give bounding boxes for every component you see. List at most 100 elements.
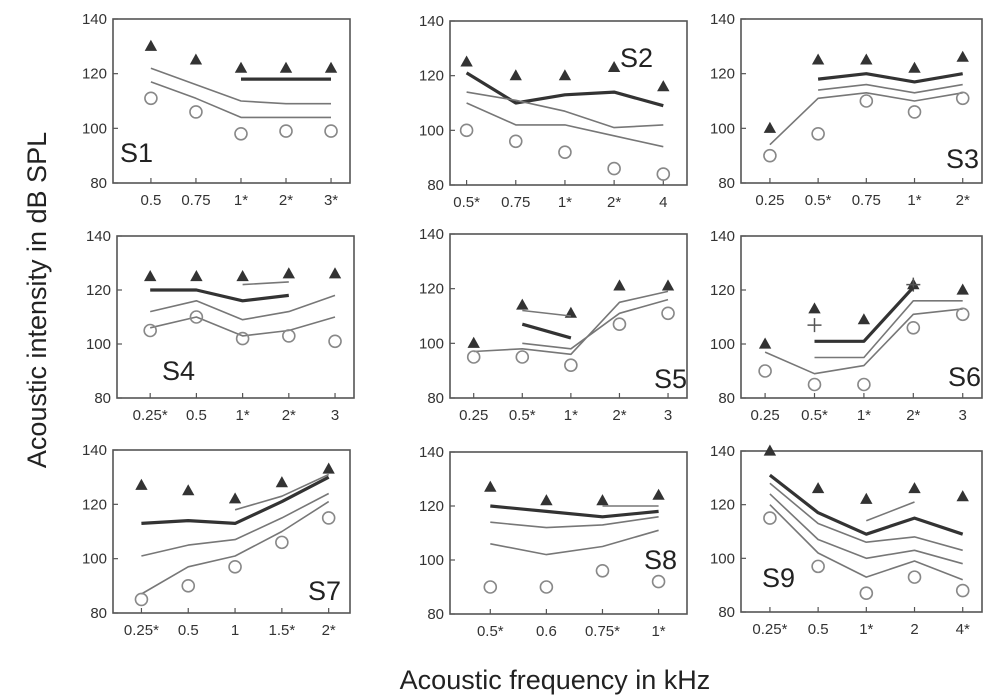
triangle-marker: [189, 53, 203, 65]
panel-label: S8: [644, 545, 677, 575]
y-tick-label: 120: [419, 281, 444, 298]
y-tick-label: 120: [419, 498, 444, 515]
plot-frame: [112, 449, 351, 614]
circle-marker: [811, 559, 825, 574]
y-tick-label: 80: [718, 175, 735, 192]
x-tick-label: 1*: [907, 192, 921, 209]
y-tick-label: 80: [718, 604, 735, 621]
x-tick-label: 1*: [859, 621, 873, 638]
thick-line-series: [817, 72, 963, 84]
triangle-marker: [484, 480, 497, 492]
x-tick-label: 0.5: [808, 621, 829, 638]
triangle-marker: [460, 55, 473, 67]
x-tick-label: 0.75*: [585, 623, 620, 640]
x-tick-label: 0.75: [501, 194, 530, 211]
plot-frame: [740, 450, 983, 613]
thick-line-series: [465, 71, 664, 108]
x-tick-label: 0.25: [459, 407, 488, 424]
triangle-marker: [661, 279, 675, 291]
triangle-marker: [144, 270, 157, 282]
plot-frame: [740, 18, 983, 184]
circle-marker: [758, 364, 772, 378]
x-tick-label: 0.5*: [801, 407, 828, 424]
y-axis-title: Acoustic intensity in dB SPL: [22, 132, 52, 468]
triangle-marker: [613, 279, 626, 291]
circle-marker: [134, 592, 149, 607]
x-tick-label: 3: [664, 407, 672, 424]
circle-marker: [466, 350, 481, 364]
panel-label: S6: [948, 362, 981, 392]
x-tick-label: 0.75: [852, 192, 881, 209]
thin-line-series: [490, 516, 659, 529]
y-tick-label: 80: [427, 390, 444, 407]
circle-marker: [234, 127, 248, 141]
y-tick-label: 120: [710, 497, 735, 514]
thick-line-series: [521, 322, 572, 340]
y-tick-label: 80: [718, 390, 735, 407]
circle-marker: [955, 91, 970, 106]
panel-label: S9: [762, 563, 795, 593]
circle-marker: [144, 91, 158, 106]
circle-marker: [763, 511, 777, 525]
triangle-marker: [763, 444, 777, 456]
triangle-marker: [763, 121, 777, 133]
triangle-marker: [956, 283, 969, 295]
thick-line-series: [490, 504, 659, 519]
y-tick-label: 140: [419, 226, 444, 243]
circle-marker: [321, 511, 336, 525]
panel-s8: 80 100 120 140 0.5* 0.6 0.75* 1* S8: [419, 444, 688, 640]
plot-frame: [449, 20, 688, 186]
circle-marker: [539, 580, 554, 594]
thick-line-series: [768, 473, 964, 536]
thin-line-series: [150, 294, 336, 321]
triangle-marker: [596, 494, 609, 506]
circle-marker: [651, 574, 666, 589]
x-tick-label: 3: [959, 407, 967, 424]
triangle-marker: [956, 490, 969, 502]
y-tick-label: 120: [86, 282, 111, 299]
circle-marker: [656, 167, 671, 181]
panel-s3: 80 100 120 140 0.25 0.5* 0.75 1* 2* S3: [710, 11, 983, 209]
x-tick-label: 0.5: [140, 192, 161, 209]
y-tick-label: 120: [710, 282, 735, 299]
triangle-marker: [808, 302, 821, 314]
triangle-marker: [282, 267, 295, 279]
triangle-marker: [811, 482, 825, 494]
x-tick-label: 1: [231, 622, 239, 639]
y-tick-label: 140: [419, 444, 444, 461]
thin-line-series: [769, 493, 963, 565]
x-tick-label: 0.5: [186, 407, 207, 424]
x-tick-label: 0.6: [536, 623, 557, 640]
x-tick-label: 1*: [234, 192, 248, 209]
circle-marker: [324, 124, 338, 138]
panel-s6: 80 100 120 140 0.25 0.5* 1* 2* 3 S6: [710, 228, 983, 424]
circle-marker: [235, 331, 250, 346]
circle-marker: [508, 134, 523, 149]
y-tick-label: 140: [710, 11, 735, 28]
circle-marker: [483, 580, 498, 594]
x-tick-label: 0.25*: [133, 407, 168, 424]
circle-marker: [907, 570, 922, 584]
triangle-marker: [322, 462, 335, 474]
y-tick-label: 80: [90, 175, 107, 192]
y-tick-label: 80: [94, 390, 111, 407]
x-tick-label: 1*: [651, 623, 665, 640]
circle-marker: [955, 583, 970, 598]
triangle-marker: [540, 494, 553, 506]
x-tick-label: 1*: [236, 407, 250, 424]
thin-line-series: [866, 501, 915, 522]
triangle-marker: [275, 476, 288, 488]
y-tick-label: 100: [710, 550, 735, 567]
panel-label: S7: [308, 576, 341, 606]
plot-frame: [740, 235, 983, 399]
cross-marker: [807, 318, 822, 333]
circle-marker: [189, 310, 204, 324]
triangle-marker: [182, 484, 195, 496]
panel-label: S4: [162, 356, 195, 386]
circle-marker: [595, 563, 610, 578]
y-tick-label: 80: [427, 606, 444, 623]
circle-marker: [859, 586, 874, 601]
y-tick-label: 100: [419, 122, 444, 139]
triangle-marker: [324, 61, 338, 73]
